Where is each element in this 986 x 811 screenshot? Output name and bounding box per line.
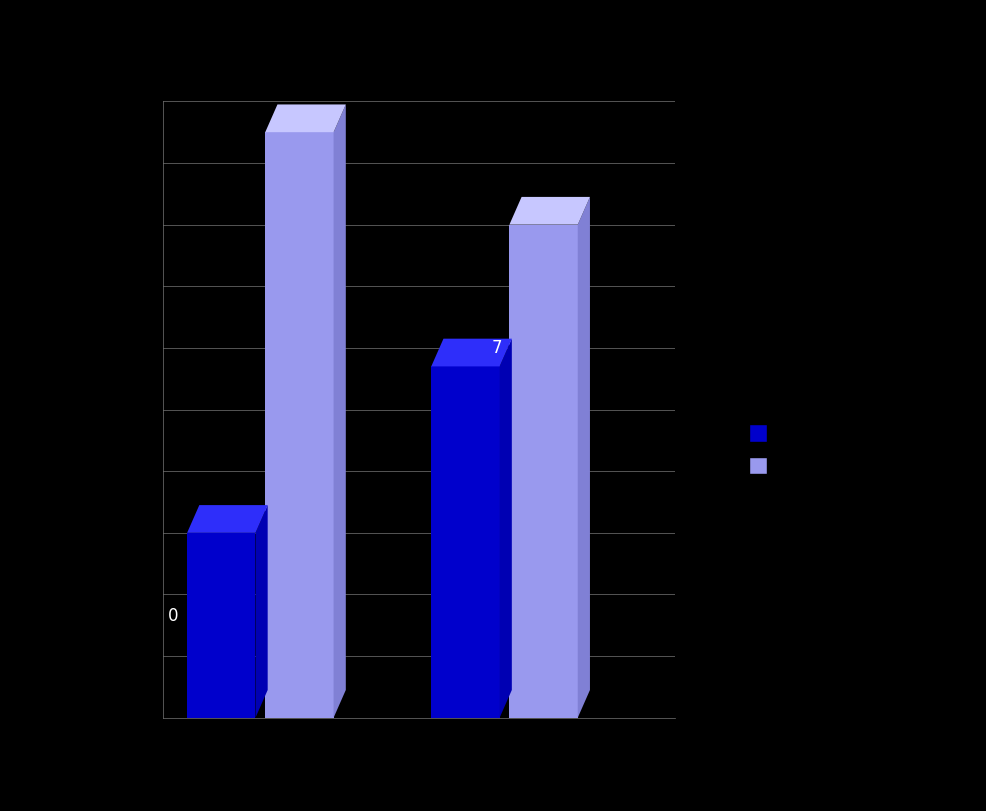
Bar [510, 225, 578, 718]
Polygon shape [255, 505, 267, 718]
Polygon shape [578, 197, 590, 718]
Polygon shape [187, 505, 267, 533]
Polygon shape [510, 197, 590, 225]
Polygon shape [265, 105, 346, 132]
Polygon shape [333, 105, 346, 718]
Polygon shape [500, 339, 512, 718]
Text: 0: 0 [168, 607, 178, 625]
Bar [265, 132, 333, 718]
Bar [187, 533, 255, 718]
Polygon shape [431, 339, 512, 367]
Text: 7: 7 [492, 339, 503, 357]
Bar [431, 367, 500, 718]
